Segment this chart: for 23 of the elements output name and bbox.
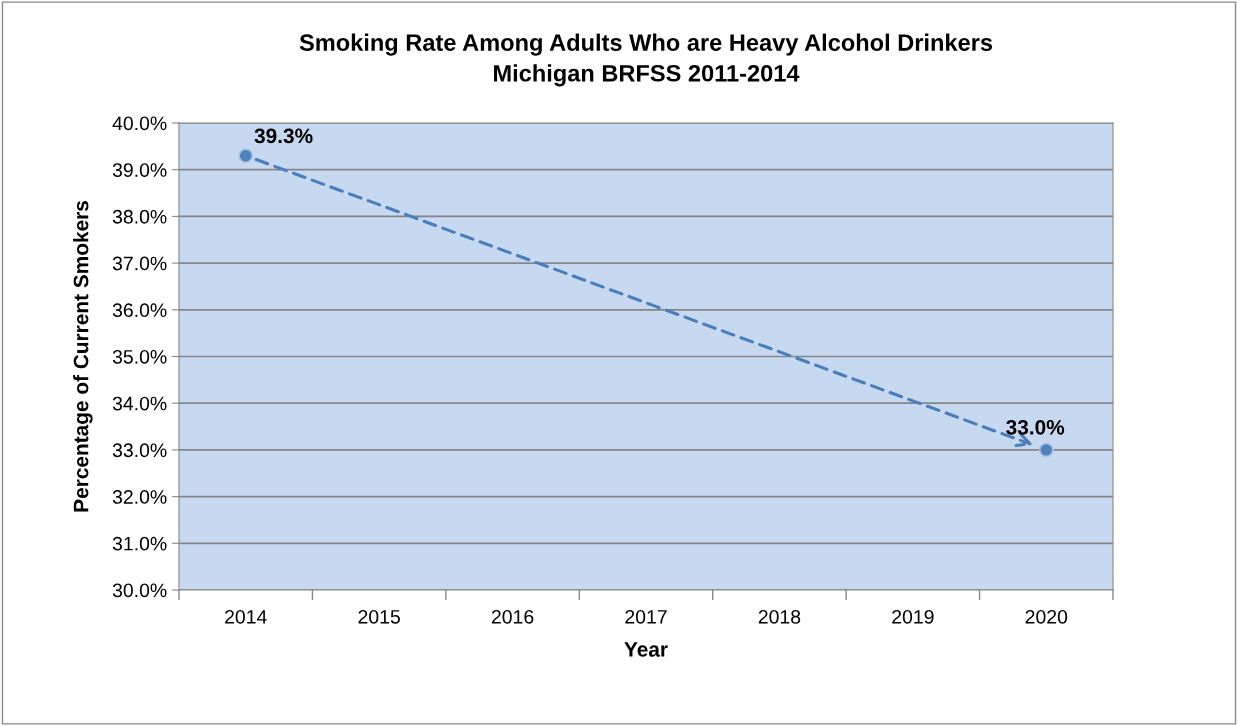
x-tick-label: 2019 [892, 609, 934, 624]
y-tick-label: 39.0% [112, 163, 167, 177]
y-tick-label: 38.0% [112, 209, 167, 224]
y-tick-label: 32.0% [112, 490, 167, 504]
y-tick-label: 36.0% [112, 303, 167, 318]
y-axis-title: Percentage of Current Smokers [73, 201, 93, 512]
x-axis-title: Year [624, 642, 668, 657]
data-label: 33.0% [1006, 419, 1065, 435]
x-tick-label: 2016 [491, 609, 534, 624]
y-tick-label: 40.0% [112, 116, 167, 131]
y-tick-label: 33.0% [112, 443, 167, 458]
x-tick-label: 2015 [358, 609, 400, 624]
y-tick-label: 37.0% [112, 256, 167, 271]
chart-title: Smoking Rate Among Adults Who are Heavy Alcohol Drinkers Michigan BRFSS 2011-2014 [299, 33, 993, 87]
x-tick-label: 2014 [225, 609, 267, 624]
data-label: 39.3% [254, 128, 313, 144]
y-tick-label: 34.0% [112, 396, 167, 411]
y-tick-label: 35.0% [112, 349, 167, 364]
x-tick-label: 2018 [758, 609, 801, 624]
y-tick-label: 30.0% [112, 583, 167, 598]
x-tick-label: 2020 [1025, 609, 1068, 624]
y-tick-label: 31.0% [112, 536, 167, 551]
x-tick-label: 2017 [625, 609, 667, 624]
